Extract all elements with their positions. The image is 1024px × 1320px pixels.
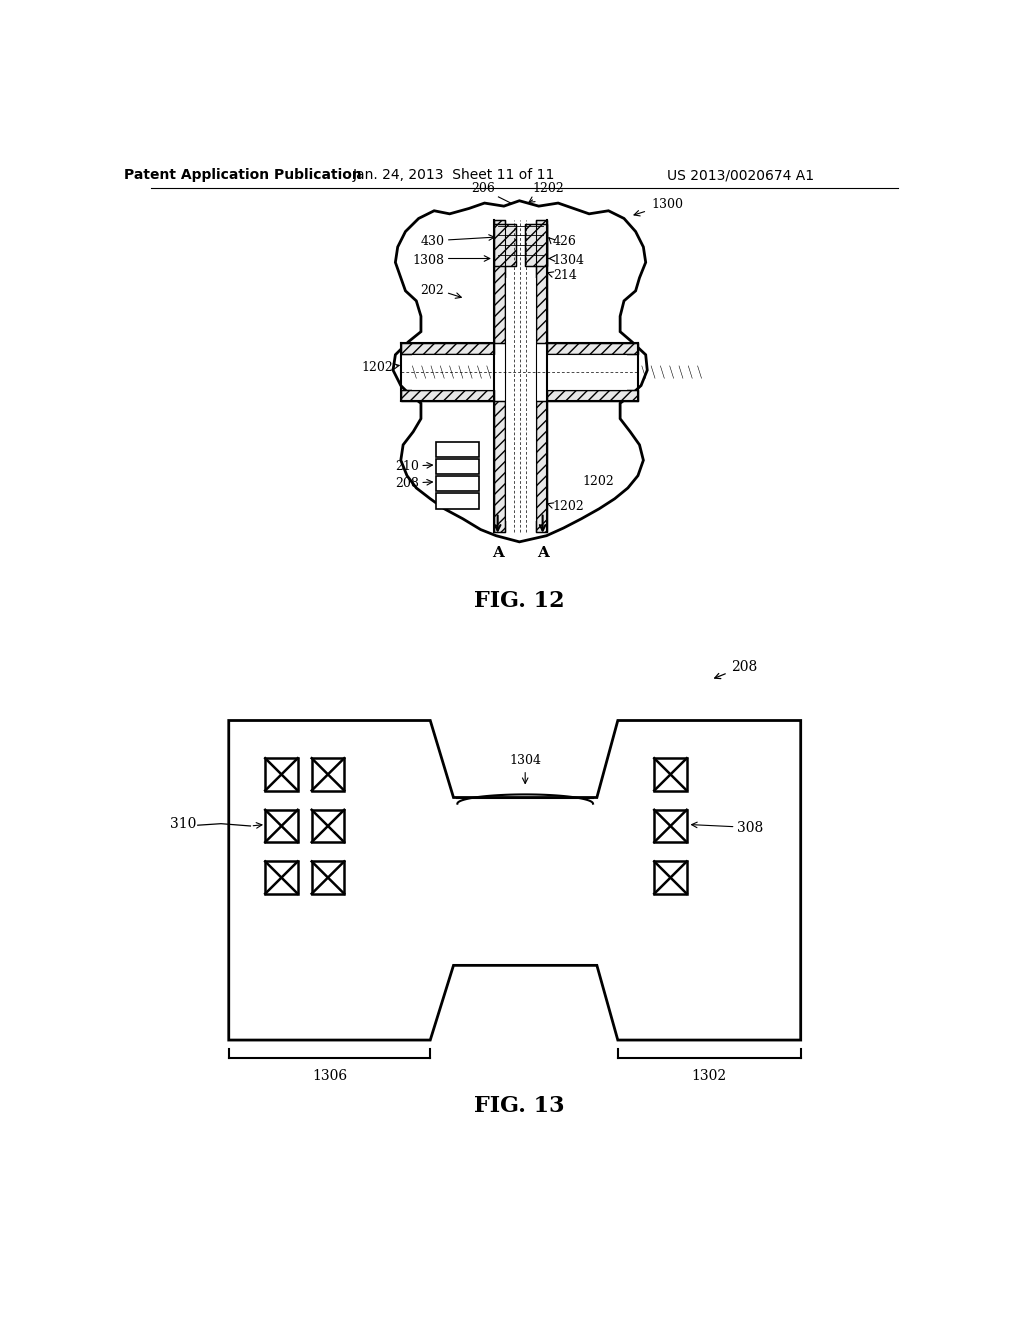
Text: 308: 308 — [737, 821, 764, 836]
Bar — [436, 459, 479, 474]
Text: 1300: 1300 — [651, 198, 683, 211]
Bar — [654, 758, 687, 791]
Bar — [654, 862, 687, 894]
Bar — [505, 277, 536, 391]
Bar — [311, 862, 344, 894]
Text: 1202: 1202 — [583, 475, 614, 488]
Polygon shape — [393, 201, 647, 543]
Bar — [524, 224, 547, 267]
Bar — [436, 475, 479, 491]
Bar — [494, 224, 515, 267]
Bar — [436, 442, 479, 457]
Text: 210: 210 — [394, 459, 419, 473]
Bar — [654, 810, 687, 842]
Text: 1302: 1302 — [691, 1069, 727, 1082]
Bar — [547, 391, 638, 401]
Text: 206: 206 — [471, 182, 495, 195]
Text: A: A — [537, 545, 549, 560]
Bar — [400, 391, 494, 401]
Bar — [547, 391, 638, 401]
Text: Jan. 24, 2013  Sheet 11 of 11: Jan. 24, 2013 Sheet 11 of 11 — [352, 169, 555, 182]
Polygon shape — [228, 721, 801, 1040]
Text: 1308: 1308 — [413, 253, 444, 267]
Bar — [400, 343, 494, 354]
Text: FIG. 13: FIG. 13 — [474, 1094, 564, 1117]
Bar — [524, 224, 547, 267]
Bar — [494, 224, 515, 267]
Bar — [547, 343, 638, 354]
Bar — [400, 343, 494, 354]
Bar — [311, 810, 344, 842]
Text: 1202: 1202 — [553, 500, 585, 513]
Text: FIG. 12: FIG. 12 — [474, 590, 564, 612]
Bar — [536, 401, 547, 532]
Text: 1202: 1202 — [361, 362, 393, 375]
Bar — [536, 220, 547, 343]
Bar — [536, 401, 547, 532]
Bar — [494, 220, 505, 343]
Text: 208: 208 — [731, 660, 757, 673]
Text: A: A — [492, 545, 504, 560]
Text: 208: 208 — [394, 477, 419, 490]
Text: 202: 202 — [421, 284, 444, 297]
Text: 310: 310 — [170, 817, 197, 832]
Text: 430: 430 — [420, 235, 444, 248]
Bar — [547, 343, 638, 354]
Text: 1306: 1306 — [312, 1069, 347, 1082]
Bar — [265, 862, 298, 894]
Text: US 2013/0020674 A1: US 2013/0020674 A1 — [667, 169, 814, 182]
Bar — [505, 401, 536, 521]
Bar — [536, 220, 547, 343]
Bar — [494, 220, 505, 343]
Bar — [265, 758, 298, 791]
Bar — [436, 494, 479, 508]
Bar — [547, 354, 627, 391]
Bar — [494, 401, 505, 532]
Text: 1304: 1304 — [509, 754, 542, 767]
Bar — [265, 810, 298, 842]
Text: 1304: 1304 — [553, 253, 585, 267]
Bar — [311, 758, 344, 791]
Text: 214: 214 — [553, 269, 577, 282]
Text: 1202: 1202 — [532, 182, 564, 195]
Bar — [494, 401, 505, 532]
Bar — [412, 354, 494, 391]
Text: 426: 426 — [553, 235, 577, 248]
Text: Patent Application Publication: Patent Application Publication — [124, 169, 361, 182]
Bar — [400, 391, 494, 401]
